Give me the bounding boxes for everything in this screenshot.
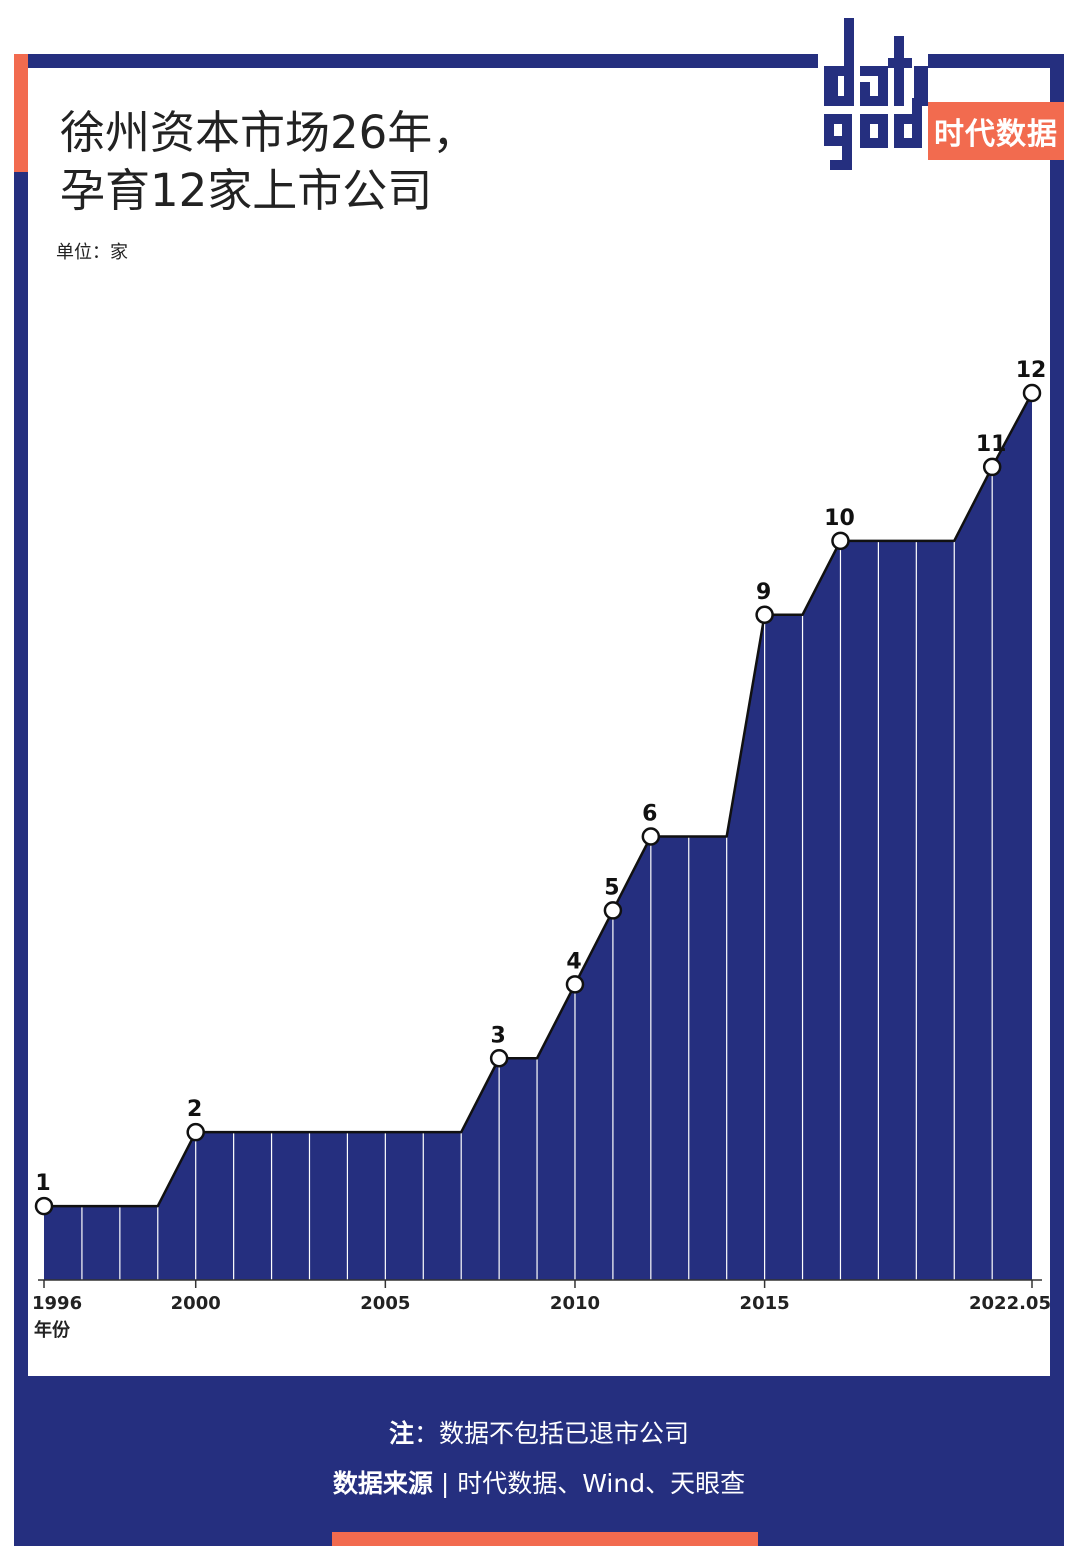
chart-title-line-2: 孕育12家上市公司 <box>60 164 433 217</box>
data-label: 9 <box>756 580 771 605</box>
data-source-label: 数据来源 <box>332 1469 433 1498</box>
footnote-text: ：数据不包括已退市公司 <box>414 1419 690 1448</box>
area-fill <box>44 393 1032 1280</box>
data-label: 4 <box>566 949 581 974</box>
data-label: 12 <box>1016 358 1047 383</box>
data-label: 6 <box>642 802 657 827</box>
x-tick-label: 1996 <box>32 1293 82 1314</box>
data-point <box>34 1196 54 1216</box>
footnote: 注：数据不包括已退市公司 <box>14 1414 1064 1450</box>
chart-title-line-1: 徐州资本市场26年， <box>60 106 478 159</box>
x-tick-label: 2010 <box>550 1293 600 1314</box>
datagood-logo: 时代数据 <box>818 18 1064 174</box>
unit-label: 单位：家 <box>56 242 128 263</box>
footer-panel <box>14 1376 1064 1546</box>
data-source: 数据来源 | 时代数据、Wind、天眼查 <box>14 1464 1064 1500</box>
x-tick-label: 2022.05 <box>969 1293 1051 1314</box>
series-line <box>44 392 1034 1208</box>
x-tick-label: 2000 <box>171 1293 221 1314</box>
x-tick-label: 2005 <box>360 1293 410 1314</box>
data-label: 11 <box>976 432 1007 457</box>
frame-top-bar <box>14 54 1064 68</box>
frame-right-bar <box>1050 54 1064 1546</box>
datagood-logo-mark <box>818 18 928 174</box>
data-label: 2 <box>187 1097 202 1122</box>
data-point <box>982 457 1002 477</box>
data-source-text: 时代数据、Wind、天眼查 <box>457 1469 746 1498</box>
data-point <box>565 975 585 994</box>
frame-left-bar <box>14 54 28 1546</box>
axis-label-year: 年份 <box>34 1320 70 1341</box>
chart-title: 徐州资本市场26年， 孕育12家上市公司 <box>60 104 477 220</box>
data-point <box>755 605 774 624</box>
x-tick-label: 2015 <box>740 1293 790 1314</box>
data-label: 3 <box>490 1023 505 1048</box>
data-point <box>641 827 661 846</box>
data-point <box>1022 383 1042 403</box>
data-label: 1 <box>35 1171 50 1196</box>
data-source-separator: | <box>432 1469 458 1498</box>
data-label: 5 <box>604 875 619 900</box>
data-point <box>489 1049 509 1068</box>
data-label: 10 <box>824 506 855 531</box>
data-point <box>603 901 623 920</box>
footer-accent-bar <box>332 1532 758 1546</box>
data-point <box>831 531 850 551</box>
frame-accent-left <box>14 54 28 172</box>
footnote-label: 注 <box>388 1419 414 1448</box>
data-point <box>186 1122 205 1142</box>
logo-box: 时代数据 <box>928 102 1064 160</box>
